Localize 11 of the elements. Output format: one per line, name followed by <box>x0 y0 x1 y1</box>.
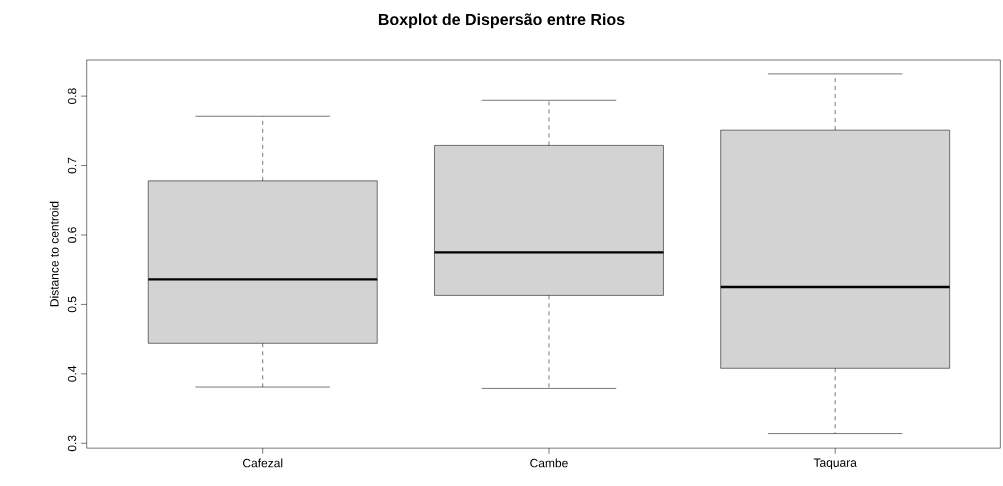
chart-title: Boxplot de Dispersão entre Rios <box>378 13 625 29</box>
y-tick-label: 0.7 <box>67 157 77 174</box>
y-tick-label: 0.4 <box>67 365 77 382</box>
x-tick-label: Cafezal <box>242 458 283 468</box>
y-tick-label: 0.6 <box>67 227 77 243</box>
y-tick-label: 0.5 <box>67 296 77 313</box>
y-tick-label: 0.8 <box>67 88 77 104</box>
x-tick-label: Taquara <box>813 458 857 470</box>
y-tick-label: 0.3 <box>67 435 77 452</box>
y-axis-title: Distance to centroid <box>49 201 59 307</box>
x-tick-label: Cambe <box>530 458 568 468</box>
